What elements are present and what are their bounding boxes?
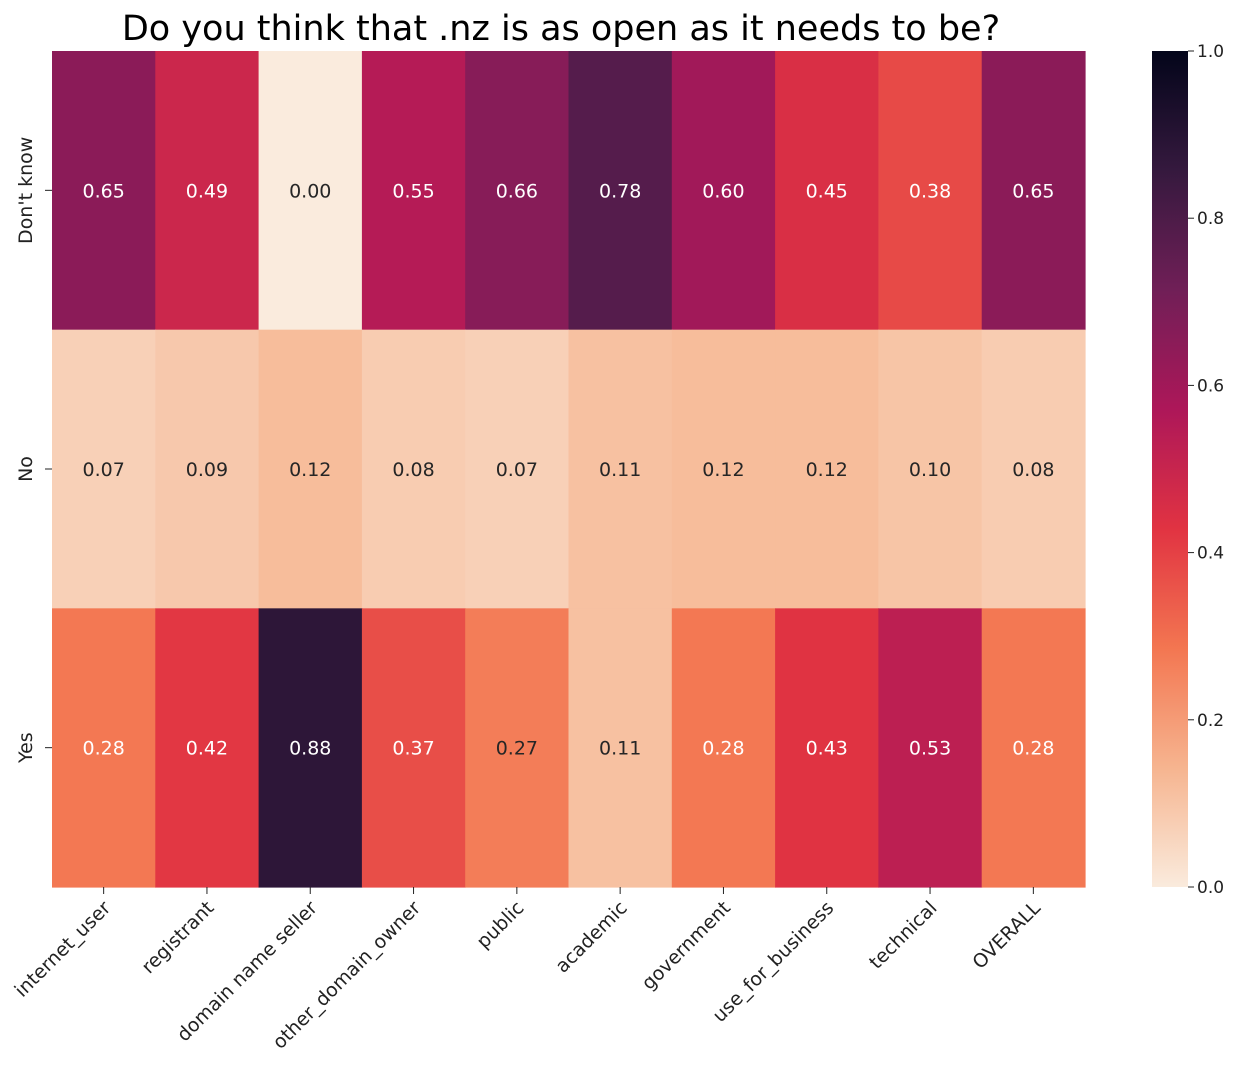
heatmap-cell [52,51,156,331]
heatmap-cell [258,329,363,609]
cell-value-label: 0.07 [496,459,538,481]
heatmap-cell [155,51,260,331]
x-tick-label: registrant [137,897,218,978]
heatmap-cell [878,51,983,331]
heatmap-cell [155,329,260,609]
heatmap-cell [775,51,879,331]
y-axis-ticks: Don't know No Yes [15,137,52,764]
cell-value-label: 0.11 [599,738,641,760]
heatmap-cell [568,608,673,888]
x-tick-label: OVERALL [968,897,1045,974]
heatmap-cell [465,608,570,888]
heatmap-cell [361,608,466,888]
chart-title: Do you think that .nz is as open as it n… [122,9,1000,49]
heatmap-cell [465,51,570,331]
heatmap-cell [155,608,260,888]
cell-value-label: 0.11 [599,459,641,481]
heatmap-cell [258,51,363,331]
x-tick-label: technical [865,897,942,974]
cell-value-label: 0.38 [909,180,951,202]
x-tick-label: internet_user [10,897,115,1002]
heatmap-cell [52,608,156,888]
heatmap-cell [671,329,776,609]
x-tick-label: government [638,897,735,994]
colorbar-tick-label: 0.4 [1197,544,1224,564]
cell-value-label: 0.09 [186,459,228,481]
colorbar-ticks: 0.0 0.2 0.4 0.6 0.8 1.0 [1188,42,1224,898]
cell-value-label: 0.12 [289,459,331,481]
cell-value-label: 0.37 [392,738,434,760]
cell-value-label: 0.08 [392,459,434,481]
colorbar-tick-label: 0.0 [1197,878,1224,898]
colorbar-gradient [1152,51,1188,887]
x-tick-label: public [472,897,528,953]
heatmap-cell [775,608,879,888]
heatmap-cell [981,51,1086,331]
cell-value-label: 0.12 [702,459,744,481]
heatmap-cell [465,329,570,609]
heatmap-cell [878,608,983,888]
y-tick-label: Yes [15,732,37,764]
colorbar: 0.0 0.2 0.4 0.6 0.8 1.0 [1152,42,1224,898]
cell-value-label: 0.28 [702,738,744,760]
cell-value-label: 0.10 [909,459,951,481]
cell-value-label: 0.43 [806,738,848,760]
cell-value-label: 0.53 [909,738,951,760]
y-tick-label: Don't know [15,137,37,244]
cell-value-label: 0.28 [1012,738,1054,760]
colorbar-tick-label: 0.8 [1197,209,1224,229]
cell-value-label: 0.60 [702,180,744,202]
heatmap-cell [361,51,466,331]
cell-value-label: 0.42 [186,738,228,760]
cell-value-label: 0.27 [496,738,538,760]
heatmap-cell [981,608,1086,888]
cell-value-label: 0.88 [289,738,331,760]
heatmap-cell [671,608,776,888]
heatmap-cell [671,51,776,331]
heatmap-cells: 0.65 0.49 0.00 0.55 0.66 0.78 0.60 0.45 0.38 0.65… [52,51,1086,888]
cell-value-label: 0.12 [806,459,848,481]
cell-value-label: 0.65 [82,180,124,202]
cell-value-label: 0.07 [82,459,124,481]
cell-value-label: 0.55 [392,180,434,202]
heatmap-cell [361,329,466,609]
y-tick-label: No [15,456,37,482]
cell-value-label: 0.65 [1012,180,1054,202]
heatmap-cell [775,329,879,609]
heatmap-cell [981,329,1086,609]
heatmap-cell [568,51,673,331]
heatmap-cell [52,329,156,609]
cell-value-label: 0.49 [186,180,228,202]
heatmap-cell [568,329,673,609]
cell-value-label: 0.28 [82,738,124,760]
cell-value-label: 0.66 [496,180,538,202]
cell-value-label: 0.45 [806,180,848,202]
heatmap-cell [258,608,363,888]
colorbar-tick-label: 1.0 [1197,42,1224,62]
x-tick-label: academic [551,897,631,977]
colorbar-tick-label: 0.2 [1197,711,1224,731]
cell-value-label: 0.08 [1012,459,1054,481]
cell-value-label: 0.00 [289,180,331,202]
cell-value-label: 0.78 [599,180,641,202]
heatmap-cell [878,329,983,609]
colorbar-tick-label: 0.6 [1197,376,1224,396]
